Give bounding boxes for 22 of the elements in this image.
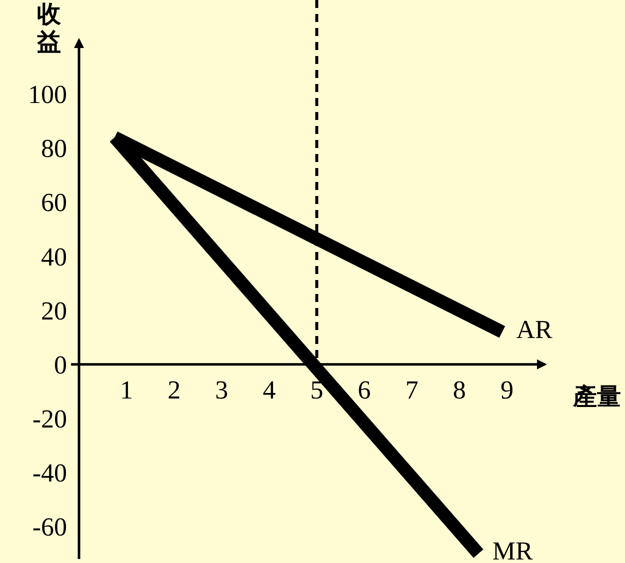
y-axis-title: 收益 — [37, 2, 62, 56]
x-tick-label: 4 — [262, 375, 276, 404]
y-tick-label: -60 — [32, 512, 67, 542]
x-tick-label: 6 — [358, 375, 371, 404]
y-tick-label: 0 — [54, 350, 67, 380]
x-tick-label: 7 — [405, 375, 418, 404]
x-tick-label: 5 — [310, 375, 324, 404]
y-tick-label: 20 — [41, 296, 67, 326]
y-tick-label: 100 — [28, 80, 67, 110]
y-tick-label: 60 — [41, 188, 67, 218]
x-tick-label: 2 — [168, 375, 181, 404]
x-tick-label: 9 — [500, 375, 514, 404]
x-tick-label: 1 — [120, 375, 134, 404]
series-label: AR — [516, 314, 553, 344]
y-tick-label: -20 — [32, 404, 67, 434]
x-tick-label: 3 — [215, 375, 228, 404]
y-tick-label: 80 — [41, 134, 67, 164]
x-axis-title: 產量 — [572, 383, 621, 410]
y-tick-label: 40 — [41, 242, 67, 272]
x-tick-label: 8 — [452, 375, 466, 404]
y-tick-label: -40 — [32, 458, 67, 488]
series-label: MR — [492, 536, 534, 563]
